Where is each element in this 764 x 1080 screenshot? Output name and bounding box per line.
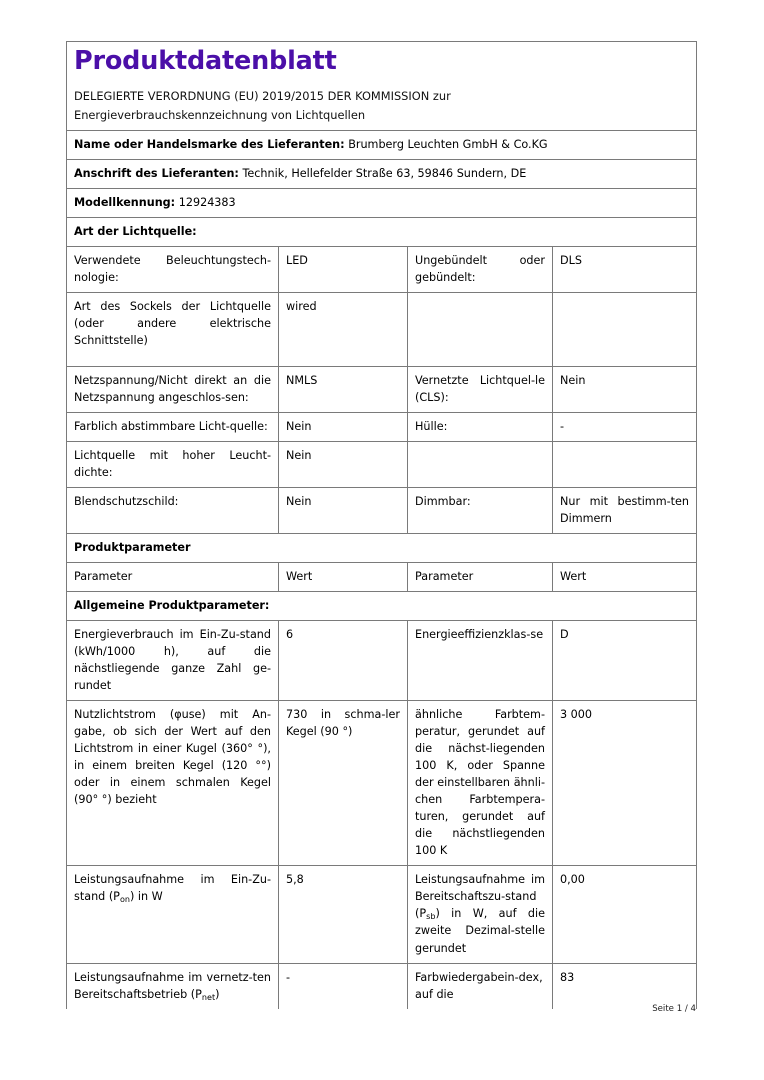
table-row: Farblich abstimmbare Licht-quelle: Nein … (66, 412, 698, 443)
label-text-pre: Farbwiedergabein-dex, auf die (415, 970, 543, 1001)
model-label: Modellkennung: (74, 196, 176, 210)
supplier-name-row: Name oder Handelsmarke des Lieferanten: … (65, 129, 698, 161)
product-datasheet-table: Produktdatenblatt DELEGIERTE VERORDNUNG … (65, 41, 698, 1009)
row-label-b: Vernetzte Lichtquel-le (CLS): (407, 366, 553, 414)
supplier-name-label: Name oder Handelsmarke des Lieferanten: (74, 137, 345, 151)
row-label-b: Energieeffizienzklas-se (407, 620, 553, 702)
row-value-a: NMLS (278, 366, 408, 414)
general-parameters-banner-row: Allgemeine Produktparameter: (65, 591, 698, 622)
row-label-b: ähnliche Farbtem-peratur, gerundet auf d… (407, 700, 553, 867)
row-label-b (407, 292, 553, 368)
subtitle-line-1: DELEGIERTE VERORDNUNG (EU) 2019/2015 DER… (74, 89, 451, 104)
row-label-a: Lichtquelle mit hoher Leucht-dichte: (66, 441, 279, 489)
row-value-a: Nein (278, 441, 408, 489)
row-value-b: DLS (551, 246, 698, 294)
subscript-on: on (119, 895, 130, 905)
header-cell: Produktdatenblatt DELEGIERTE VERORDNUNG … (65, 41, 698, 131)
general-parameters-title: Allgemeine Produktparameter: (65, 591, 698, 622)
row-value-a: Nein (278, 412, 408, 443)
table-row: Leistungsaufnahme im vernetz-ten Bereits… (66, 962, 698, 1009)
row-value-a: 6 (278, 620, 408, 702)
header-row: Produktdatenblatt DELEGIERTE VERORDNUNG … (65, 41, 698, 131)
subtitle-line-2: Energieverbrauchskennzeichnung von Licht… (74, 107, 366, 122)
page-footer: Seite 1 / 4 (652, 1004, 696, 1014)
table-row: Netzspannung/Nicht direkt an die Netzspa… (66, 366, 698, 414)
row-value-b: 83 (551, 962, 698, 1009)
row-value-b: Nur mit bestimm-ten Dimmern (551, 487, 698, 535)
product-parameters-banner-row: Produktparameter (65, 533, 698, 564)
model-cell: Modellkennung: 12924383 (65, 188, 698, 219)
row-value-a: LED (278, 246, 408, 294)
table-row: Nutzlichtstrom (φuse) mit An-gabe, ob si… (66, 700, 698, 867)
row-label-a: Leistungsaufnahme im Ein-Zu-stand (Pon) … (66, 865, 279, 964)
row-label-b: Ungebündelt oder gebündelt: (407, 246, 553, 294)
table-row: Verwendete Beleuchtungstech-nologie: LED… (66, 246, 698, 294)
supplier-address-row: Anschrift des Lieferanten: Technik, Hell… (65, 158, 698, 190)
supplier-address-value: Technik, Hellefelder Straße 63, 59846 Su… (242, 167, 527, 180)
supplier-address-label: Anschrift des Lieferanten: (74, 167, 239, 180)
label-text-pre: Leistungsaufnahme im Ein-Zu-stand (P (74, 873, 271, 904)
row-value-b: 3 000 (551, 700, 698, 867)
label-text-pre: Leistungsaufnahme im vernetz-ten Bereits… (74, 970, 271, 1001)
row-label-a: Verwendete Beleuchtungstech-nologie: (66, 246, 279, 294)
page-title: Produktdatenblatt (74, 46, 337, 76)
row-label-a: Energieverbrauch im Ein-Zu-stand (kWh/10… (66, 620, 279, 702)
light-source-section-row: Art der Lichtquelle: (65, 217, 698, 248)
row-value-b: D (551, 620, 698, 702)
supplier-address-cell: Anschrift des Lieferanten: Technik, Hell… (65, 158, 698, 190)
row-value-b (551, 441, 698, 489)
table-row: Blendschutzschild: Nein Dimmbar: Nur mit… (66, 487, 698, 535)
model-value: 12924383 (178, 196, 236, 210)
row-value-b: 0,00 (551, 865, 698, 964)
label-text-post: ) (215, 987, 220, 1001)
table-row: Energieverbrauch im Ein-Zu-stand (kWh/10… (66, 620, 698, 702)
column-header-parameter-1: Parameter (66, 562, 279, 593)
row-value-b: Nein (551, 366, 698, 414)
regulation-subtitle: DELEGIERTE VERORDNUNG (EU) 2019/2015 DER… (74, 87, 689, 124)
row-label-a: Art des Sockels der Lichtquelle (oder an… (66, 292, 279, 368)
table-row: Lichtquelle mit hoher Leucht-dichte: Nei… (66, 441, 698, 489)
row-value-a: - (278, 962, 408, 1009)
row-label-b (407, 441, 553, 489)
column-header-row: Parameter Wert Parameter Wert (66, 562, 698, 593)
row-label-b: Leistungsaufnahme im Bereitschaftszu-sta… (407, 865, 553, 964)
row-value-a: 730 in schma-ler Kegel (90 °) (278, 700, 408, 867)
row-value-a: Nein (278, 487, 408, 535)
column-header-value-2: Wert (551, 562, 698, 593)
row-value-b: - (551, 412, 698, 443)
row-value-a: 5,8 (278, 865, 408, 964)
subscript-net: net (201, 992, 216, 1002)
row-label-b: Dimmbar: (407, 487, 553, 535)
row-label-a: Blendschutzschild: (66, 487, 279, 535)
row-label-b: Farbwiedergabein-dex, auf die (407, 962, 553, 1009)
row-value-a: wired (278, 292, 408, 368)
product-parameters-title: Produktparameter (65, 533, 698, 564)
label-text-post: ) in W, auf die zweite Dezimal-stelle ge… (415, 907, 545, 955)
datasheet-sheet: Produktdatenblatt DELEGIERTE VERORDNUNG … (65, 41, 698, 1009)
row-label-a: Leistungsaufnahme im vernetz-ten Bereits… (66, 962, 279, 1009)
row-value-b (551, 292, 698, 368)
table-row: Art des Sockels der Lichtquelle (oder an… (66, 292, 698, 368)
row-label-a: Nutzlichtstrom (φuse) mit An-gabe, ob si… (66, 700, 279, 867)
label-text-pre: Leistungsaufnahme im Bereitschaftszu-sta… (415, 873, 545, 921)
model-row: Modellkennung: 12924383 (65, 188, 698, 219)
table-row: Leistungsaufnahme im Ein-Zu-stand (Pon) … (66, 865, 698, 964)
column-header-value-1: Wert (278, 562, 408, 593)
supplier-name-value: Brumberg Leuchten GmbH & Co.KG (348, 137, 548, 151)
subscript-sb: sb (426, 912, 436, 922)
supplier-name-cell: Name oder Handelsmarke des Lieferanten: … (65, 129, 698, 161)
column-header-parameter-2: Parameter (407, 562, 553, 593)
light-source-section-title: Art der Lichtquelle: (65, 217, 698, 248)
row-label-b: Hülle: (407, 412, 553, 443)
row-label-a: Netzspannung/Nicht direkt an die Netzspa… (66, 366, 279, 414)
row-label-a: Farblich abstimmbare Licht-quelle: (66, 412, 279, 443)
label-text-post: ) in W (129, 890, 163, 904)
